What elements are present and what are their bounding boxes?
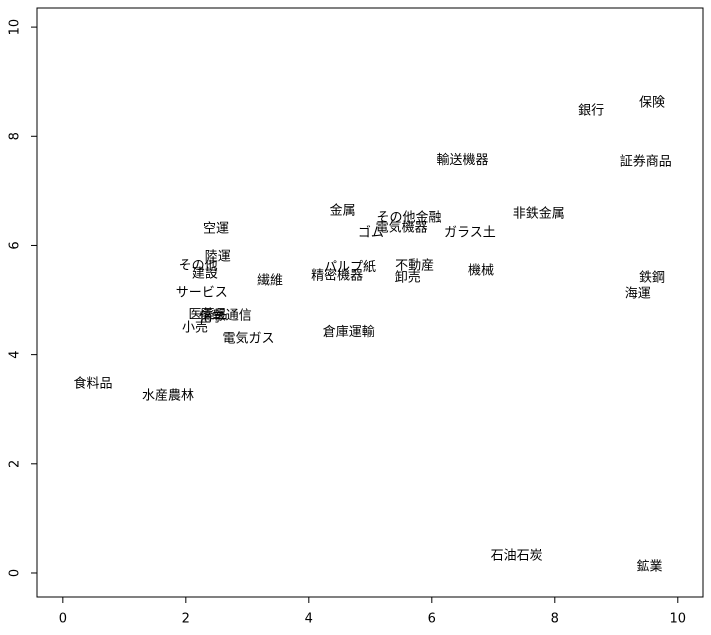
point-label: ゴム [358, 224, 384, 240]
point-label: 電気ガス [223, 330, 275, 346]
x-tick-label: 4 [305, 612, 313, 627]
point-label: その他 [179, 259, 218, 274]
y-tick-label: 2 [8, 460, 23, 468]
x-tick-label: 10 [670, 612, 687, 627]
x-tick-label: 0 [59, 612, 67, 627]
point-label: 非鉄金属 [513, 205, 565, 221]
y-tick-label: 10 [8, 19, 23, 36]
point-label: 情報通信 [200, 308, 252, 323]
y-tick-label: 4 [8, 350, 23, 358]
point-label: 陸運 [205, 248, 231, 264]
x-tick-label: 6 [428, 612, 436, 627]
point-label: 石油石炭 [491, 549, 543, 564]
point-label: 医薬品 [188, 307, 227, 322]
point-label: 海運 [625, 287, 651, 302]
point-label: 電気機器 [376, 219, 428, 235]
point-label: 金属 [330, 203, 356, 219]
point-label: ガラス土 [444, 225, 496, 240]
x-tick-label: 8 [551, 612, 559, 627]
point-label: 倉庫運輸 [323, 325, 375, 340]
point-label: 機械 [468, 264, 494, 279]
point-label: パルプ紙 [324, 260, 376, 275]
point-label: 証券商品 [620, 153, 672, 169]
x-tick-label: 2 [182, 612, 190, 627]
point-label: 精密機器 [311, 268, 363, 284]
point-label: 鉄鋼 [639, 271, 665, 286]
point-label: 保険 [639, 95, 665, 110]
point-label: 卸売 [395, 270, 421, 286]
point-label: その他金融 [377, 210, 442, 226]
point-label: 水産農林 [142, 388, 194, 404]
point-label: 繊維 [257, 272, 283, 288]
point-label: 輸送機器 [437, 153, 489, 168]
point-label: 小売 [182, 319, 208, 335]
point-label: 化学 [199, 310, 225, 326]
point-label: 鉱業 [636, 558, 662, 574]
y-tick-label: 8 [8, 132, 23, 140]
point-label: 食料品 [73, 376, 112, 392]
point-label: 銀行 [578, 104, 604, 119]
point-label: 建設 [192, 265, 218, 281]
y-tick-label: 0 [8, 569, 23, 577]
y-tick-label: 6 [8, 241, 23, 249]
point-label: 不動産 [395, 258, 434, 274]
point-label: サービス [176, 285, 228, 300]
plot-box [36, 7, 704, 598]
point-label: 空運 [203, 222, 229, 237]
